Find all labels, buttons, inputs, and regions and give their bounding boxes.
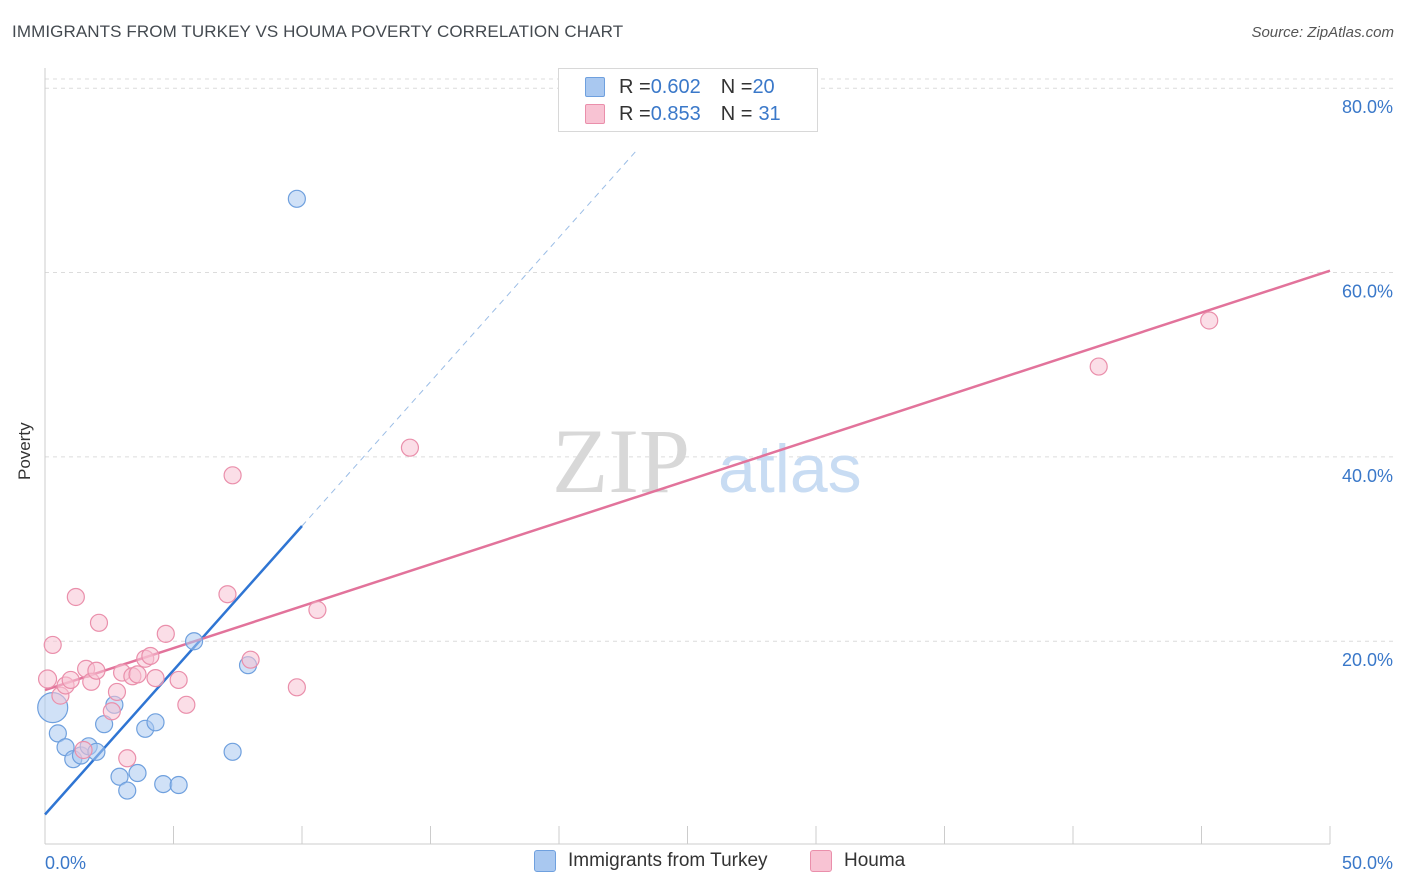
data-point-houma [1200, 311, 1219, 330]
legend-swatch-turkey [585, 77, 605, 97]
trend-line-0 [44, 525, 303, 816]
data-points [37, 189, 1219, 800]
data-point-turkey [154, 774, 173, 794]
data-point-houma [1089, 357, 1108, 376]
data-point-turkey [110, 767, 129, 786]
data-point-turkey [118, 781, 137, 800]
data-point-turkey [184, 632, 204, 651]
legend-swatch-houma [810, 850, 832, 872]
trend-line-1 [44, 269, 1331, 692]
data-point-houma [66, 587, 85, 607]
data-point-houma [308, 600, 327, 619]
watermark-zip: ZIP [552, 410, 690, 512]
data-point-houma [118, 749, 137, 768]
x-tick-label: 0.0% [45, 853, 86, 873]
legend-label-turkey: Immigrants from Turkey [568, 850, 768, 871]
legend-item-turkey[interactable]: Immigrants from Turkey [534, 850, 768, 872]
legend-n-value: 31 [758, 102, 781, 125]
data-point-houma [37, 669, 58, 689]
data-point-houma [74, 740, 93, 760]
data-point-turkey [146, 713, 165, 732]
data-point-houma [400, 438, 420, 457]
data-point-houma [223, 466, 242, 485]
trend-extension-0 [301, 150, 637, 527]
chart-title: IMMIGRANTS FROM TURKEY VS HOUMA POVERTY … [12, 22, 624, 41]
legend-n-value: 20 [752, 75, 775, 98]
y-tick-label: 40.0% [1342, 466, 1393, 486]
data-point-houma [107, 682, 127, 702]
series-legend: Immigrants from Turkey Houma [0, 850, 1406, 878]
data-point-turkey [169, 775, 188, 795]
legend-label-houma: Houma [844, 850, 906, 871]
gridlines [45, 78, 1393, 642]
data-point-houma [89, 613, 109, 632]
legend-r-value: 0.602 [650, 75, 701, 98]
data-point-houma [169, 670, 188, 690]
y-tick-label: 60.0% [1342, 282, 1393, 302]
data-point-houma [177, 695, 196, 714]
data-point-turkey [287, 189, 306, 208]
y-tick-label: 80.0% [1342, 97, 1393, 117]
source-label: Source: ZipAtlas.com [1251, 24, 1394, 41]
legend-n-label: N = [720, 75, 753, 98]
correlation-legend: R = 0.602 N = 20 R = 0.853 N = 31 [558, 68, 818, 132]
legend-item-houma[interactable]: Houma [810, 850, 905, 872]
legend-row-turkey: R = 0.602 N = 20 [585, 75, 775, 99]
watermark-atlas: atlas [718, 431, 862, 507]
data-point-houma [241, 650, 260, 669]
trend-lines [44, 150, 1331, 816]
data-point-houma [61, 670, 80, 690]
tick-labels: 20.0% 40.0% 60.0% 80.0% 0.0% 50.0% [45, 97, 1393, 873]
legend-swatch-houma [585, 104, 605, 124]
legend-row-houma: R = 0.853 N = 31 [585, 102, 781, 126]
x-tick-label: 50.0% [1342, 853, 1393, 873]
data-point-houma [287, 678, 306, 697]
data-point-houma [156, 624, 175, 643]
data-point-turkey [223, 742, 242, 761]
legend-r-value: 0.853 [650, 102, 701, 125]
legend-r-label: R = [619, 75, 651, 98]
data-point-houma [43, 635, 62, 655]
data-point-houma [128, 665, 147, 684]
legend-swatch-turkey [534, 850, 556, 872]
legend-n-label: N = [720, 102, 753, 125]
data-point-turkey [128, 763, 147, 783]
y-tick-label: 20.0% [1342, 650, 1393, 670]
legend-r-label: R = [619, 102, 651, 125]
data-point-houma [87, 661, 106, 680]
y-axis-label: Poverty [15, 422, 34, 480]
data-point-houma [102, 702, 121, 721]
watermark: ZIP atlas [552, 410, 862, 512]
data-point-turkey [48, 724, 67, 743]
data-point-houma [146, 668, 165, 688]
data-point-houma [218, 585, 237, 604]
data-point-houma [141, 646, 160, 666]
